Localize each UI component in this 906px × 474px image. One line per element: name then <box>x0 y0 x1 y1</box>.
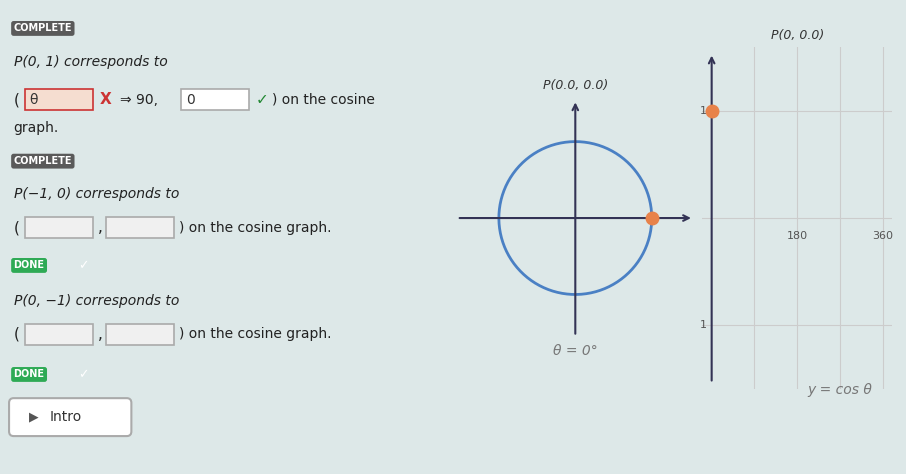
Text: P(0, −1) corresponds to: P(0, −1) corresponds to <box>14 294 179 308</box>
Text: ,: , <box>98 327 102 342</box>
Text: COMPLETE: COMPLETE <box>14 156 72 166</box>
FancyBboxPatch shape <box>181 89 249 110</box>
Text: P(0.0, 0.0): P(0.0, 0.0) <box>543 79 608 92</box>
Text: X: X <box>100 92 111 107</box>
Text: y = cos θ: y = cos θ <box>807 383 872 397</box>
Text: ▶: ▶ <box>29 410 39 424</box>
Text: 180: 180 <box>786 231 808 241</box>
Text: (: ( <box>14 220 19 235</box>
Text: ⇒ 90,: ⇒ 90, <box>120 92 158 107</box>
Text: 1: 1 <box>700 106 707 117</box>
Text: ✓: ✓ <box>74 368 90 381</box>
FancyBboxPatch shape <box>25 217 92 238</box>
Text: 1: 1 <box>700 319 707 330</box>
Text: Intro: Intro <box>50 410 82 424</box>
Text: ) on the cosine: ) on the cosine <box>272 92 375 107</box>
Text: θ = 0°: θ = 0° <box>553 344 598 358</box>
Text: θ: θ <box>29 92 38 107</box>
Text: P(−1, 0) corresponds to: P(−1, 0) corresponds to <box>14 187 179 201</box>
FancyBboxPatch shape <box>9 398 131 436</box>
Text: DONE: DONE <box>14 369 44 380</box>
FancyBboxPatch shape <box>107 217 175 238</box>
Text: graph.: graph. <box>14 121 59 135</box>
Text: COMPLETE: COMPLETE <box>14 23 72 34</box>
Text: DONE: DONE <box>14 260 44 271</box>
Text: 360: 360 <box>872 231 893 241</box>
Text: 0: 0 <box>186 92 195 107</box>
Text: P(0, 1) corresponds to: P(0, 1) corresponds to <box>14 55 168 69</box>
FancyBboxPatch shape <box>107 323 175 345</box>
FancyBboxPatch shape <box>25 323 92 345</box>
Text: (: ( <box>14 92 19 107</box>
Text: (: ( <box>14 327 19 342</box>
Text: ) on the cosine graph.: ) on the cosine graph. <box>179 220 332 235</box>
Text: ,: , <box>98 220 102 235</box>
Text: ✓: ✓ <box>256 92 269 107</box>
Text: P(0, 0.0): P(0, 0.0) <box>771 29 824 42</box>
FancyBboxPatch shape <box>25 89 92 110</box>
Text: ✓: ✓ <box>74 259 90 272</box>
Text: ) on the cosine graph.: ) on the cosine graph. <box>179 327 332 341</box>
